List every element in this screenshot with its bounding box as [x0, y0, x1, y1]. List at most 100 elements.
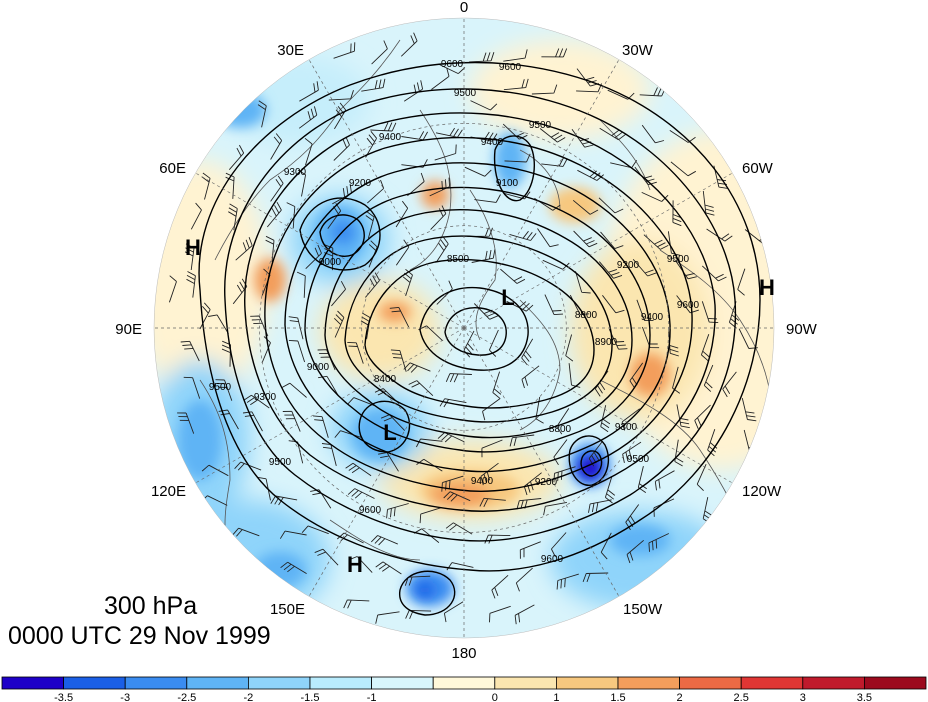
- contour-label: 9000: [319, 257, 342, 268]
- contour-label: 8900: [595, 337, 618, 348]
- wind-barb: [701, 265, 727, 282]
- wind-barb: [445, 373, 472, 383]
- lon-label-90w: 90W: [786, 321, 818, 338]
- color-bar-swatch: [432, 676, 496, 690]
- wind-barb: [279, 530, 307, 539]
- wind-barb: [400, 32, 418, 57]
- wind-barb: [257, 100, 267, 128]
- high-pressure-label: H: [759, 275, 775, 300]
- wind-barb: [228, 203, 238, 231]
- meridian-line: [195, 327, 465, 484]
- wind-barb: [470, 131, 498, 142]
- wind-barb: [491, 574, 509, 599]
- high-pressure-label: H: [347, 552, 363, 577]
- wind-barb: [482, 398, 501, 421]
- wind-barb: [492, 371, 502, 399]
- wind-barb: [572, 199, 599, 215]
- contour-label: 9600: [499, 62, 522, 73]
- wind-barb: [445, 522, 473, 535]
- wind-barb: [600, 405, 611, 433]
- lon-label-0: 0: [460, 0, 468, 16]
- wind-barb: [313, 415, 329, 438]
- color-bar-swatch: [556, 676, 619, 690]
- wind-barb: [333, 310, 345, 338]
- wind-barb: [470, 100, 498, 111]
- lon-label-60e: 60E: [159, 160, 186, 177]
- contour-label: 9300: [284, 167, 307, 178]
- wind-barb: [474, 194, 501, 203]
- wind-barb: [403, 80, 424, 102]
- contour-9600-outer: [198, 61, 761, 572]
- wind-barb: [439, 398, 467, 408]
- color-bar-swatch: [617, 676, 680, 690]
- wind-barb: [575, 271, 591, 294]
- wind-barb: [539, 128, 566, 143]
- wind-barb: [403, 362, 431, 373]
- contour-9000: [324, 209, 633, 439]
- contour-8500: [419, 286, 529, 371]
- wind-barb: [365, 211, 375, 239]
- wind-barb: [473, 303, 499, 320]
- wind-barb: [183, 376, 201, 399]
- wind-barb: [521, 338, 534, 366]
- color-bar-tick-label: 1.5: [610, 692, 625, 702]
- wind-barb: [598, 197, 624, 214]
- wind-barb: [738, 328, 758, 349]
- wind-barb: [370, 535, 398, 546]
- wind-barb: [366, 179, 385, 204]
- wind-barb: [375, 561, 402, 575]
- wind-barb: [314, 548, 339, 566]
- wind-barb: [347, 488, 375, 499]
- color-bar-tick-label: -2: [244, 692, 254, 702]
- color-bar-swatch: [309, 676, 372, 690]
- color-bar-tick-label: -1: [367, 692, 377, 702]
- valid-time-caption: 0000 UTC 29 Nov 1999: [8, 622, 271, 650]
- contour-8900: [344, 235, 613, 423]
- contour-label: 9000: [307, 362, 330, 373]
- wind-barb: [168, 275, 177, 303]
- wind-barb: [288, 316, 304, 340]
- lon-label-30e: 30E: [277, 42, 304, 59]
- wind-barb: [348, 556, 373, 573]
- wind-barb: [371, 40, 388, 65]
- wind-barb: [296, 271, 306, 298]
- color-bar-tick-label: 2.5: [734, 692, 749, 702]
- map-boundary: [153, 17, 775, 639]
- wind-barb: [378, 452, 399, 472]
- wind-barb: [722, 371, 737, 398]
- wind-barb: [608, 329, 628, 350]
- wind-barb: [208, 314, 229, 335]
- wind-barb: [553, 439, 568, 466]
- wind-barb: [270, 133, 283, 160]
- wind-barb: [242, 411, 263, 432]
- wind-barb: [577, 169, 604, 181]
- wind-barb: [435, 236, 449, 263]
- contour-9100: [304, 186, 651, 453]
- contour-label: 8800: [575, 310, 598, 321]
- wind-barb: [343, 599, 370, 609]
- wind-barb: [632, 259, 657, 277]
- wind-barb: [415, 438, 443, 448]
- wind-barb: [582, 572, 609, 583]
- wind-barb: [641, 124, 665, 144]
- wind-barb: [419, 507, 442, 524]
- wind-barb: [588, 440, 603, 467]
- wind-barb: [201, 464, 229, 477]
- wind-barb: [228, 144, 245, 170]
- wind-barb: [270, 495, 298, 506]
- low-pressure-label: L: [383, 420, 396, 445]
- wind-barb: [610, 160, 638, 169]
- color-bar-tick-label: -3.5: [54, 692, 73, 702]
- wind-barb: [504, 153, 531, 163]
- contour-label: 9400: [481, 137, 504, 148]
- wind-barb: [565, 334, 574, 362]
- contour-8800: [364, 258, 595, 409]
- wind-barb: [430, 205, 447, 230]
- wind-barb: [401, 131, 428, 141]
- contour-label: 9500: [529, 120, 552, 131]
- pressure-level-caption: 300 hPa: [104, 592, 198, 620]
- wind-barb: [728, 301, 740, 329]
- wind-barb: [600, 231, 624, 250]
- wind-barb: [713, 165, 728, 189]
